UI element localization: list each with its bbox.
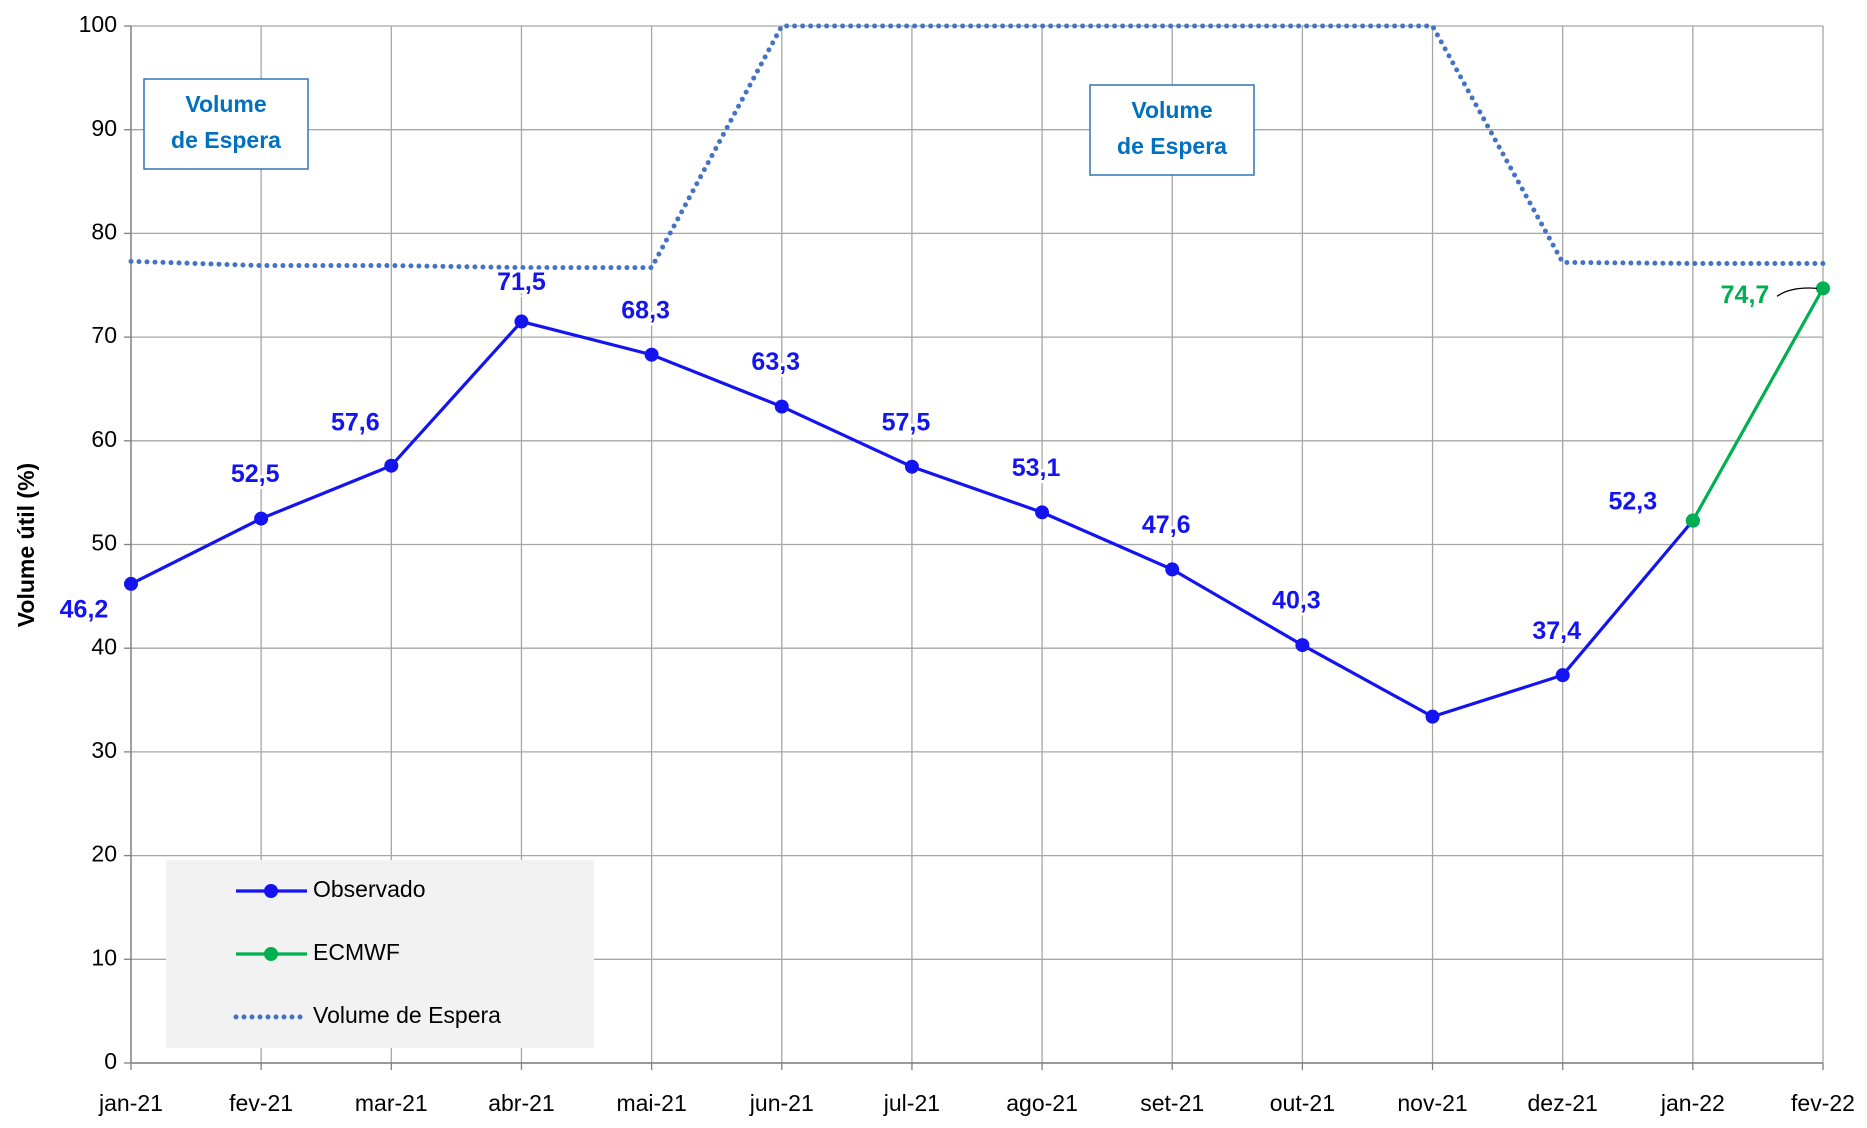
annotation-box [1089, 84, 1255, 176]
point [1035, 505, 1050, 520]
annotation-text: Volume [185, 91, 266, 117]
annotation-box [143, 78, 309, 170]
x-tick-label: jun-21 [749, 1090, 814, 1116]
value-label: 71,5 [497, 268, 546, 296]
legend-label: Observado [313, 876, 426, 902]
value-label: 74,7 [1721, 281, 1770, 309]
value-label: 57,5 [882, 408, 931, 436]
annotation-text: de Espera [171, 127, 281, 153]
y-axis-label: Volume útil (%) [13, 463, 39, 627]
value-label: 46,2 [60, 596, 109, 624]
y-tick-label: 0 [104, 1048, 117, 1074]
point [384, 458, 399, 473]
value-label: 63,3 [751, 348, 800, 376]
legend-marker [264, 947, 278, 961]
x-tick-label: abr-21 [488, 1090, 554, 1116]
leader-line [1776, 287, 1818, 297]
point [1425, 709, 1440, 724]
value-label: 57,6 [331, 408, 380, 436]
x-tick-label: set-21 [1140, 1090, 1204, 1116]
x-tick-label: fev-22 [1791, 1090, 1855, 1116]
y-tick-label: 90 [91, 115, 117, 141]
value-label: 37,4 [1532, 617, 1581, 645]
series-line [1691, 287, 1825, 522]
x-tick-label: jan-21 [98, 1090, 163, 1116]
point [1685, 513, 1700, 528]
y-tick-label: 20 [91, 841, 117, 867]
legend-label: ECMWF [313, 939, 400, 965]
y-tick-label: 100 [79, 11, 117, 37]
x-tick-label: out-21 [1270, 1090, 1335, 1116]
point [124, 576, 138, 591]
y-tick-label: 40 [91, 633, 117, 659]
y-tick-label: 70 [91, 322, 117, 348]
value-label: 40,3 [1272, 587, 1321, 615]
value-label: 52,5 [231, 460, 280, 488]
annotation-text: de Espera [1117, 133, 1227, 159]
x-tick-label: dez-21 [1528, 1090, 1598, 1116]
x-tick-label: nov-21 [1397, 1090, 1467, 1116]
annotation-text: Volume [1131, 97, 1212, 123]
x-tick-label: mar-21 [355, 1090, 428, 1116]
x-tick-label: ago-21 [1006, 1090, 1078, 1116]
y-tick-label: 30 [91, 737, 117, 763]
value-label: 47,6 [1142, 511, 1191, 539]
y-tick-label: 80 [91, 218, 117, 244]
point [1555, 668, 1570, 683]
x-tick-label: mai-21 [616, 1090, 686, 1116]
point [1816, 281, 1830, 296]
point [1295, 638, 1310, 653]
point [514, 314, 529, 329]
point [904, 459, 919, 474]
point [774, 399, 789, 414]
x-tick-label: jul-21 [883, 1090, 940, 1116]
value-label: 68,3 [621, 296, 670, 324]
legend-marker [264, 884, 278, 898]
y-tick-label: 60 [91, 426, 117, 452]
x-tick-label: jan-22 [1660, 1090, 1725, 1116]
y-tick-label: 10 [91, 944, 117, 970]
point [254, 511, 269, 526]
value-label: 52,3 [1609, 487, 1658, 515]
legend-label: Volume de Espera [313, 1002, 501, 1028]
x-tick-label: fev-21 [229, 1090, 293, 1116]
series-line [128, 23, 1826, 271]
point [1165, 562, 1180, 577]
point [644, 347, 659, 362]
value-label: 53,1 [1012, 454, 1061, 482]
y-tick-label: 50 [91, 530, 117, 556]
